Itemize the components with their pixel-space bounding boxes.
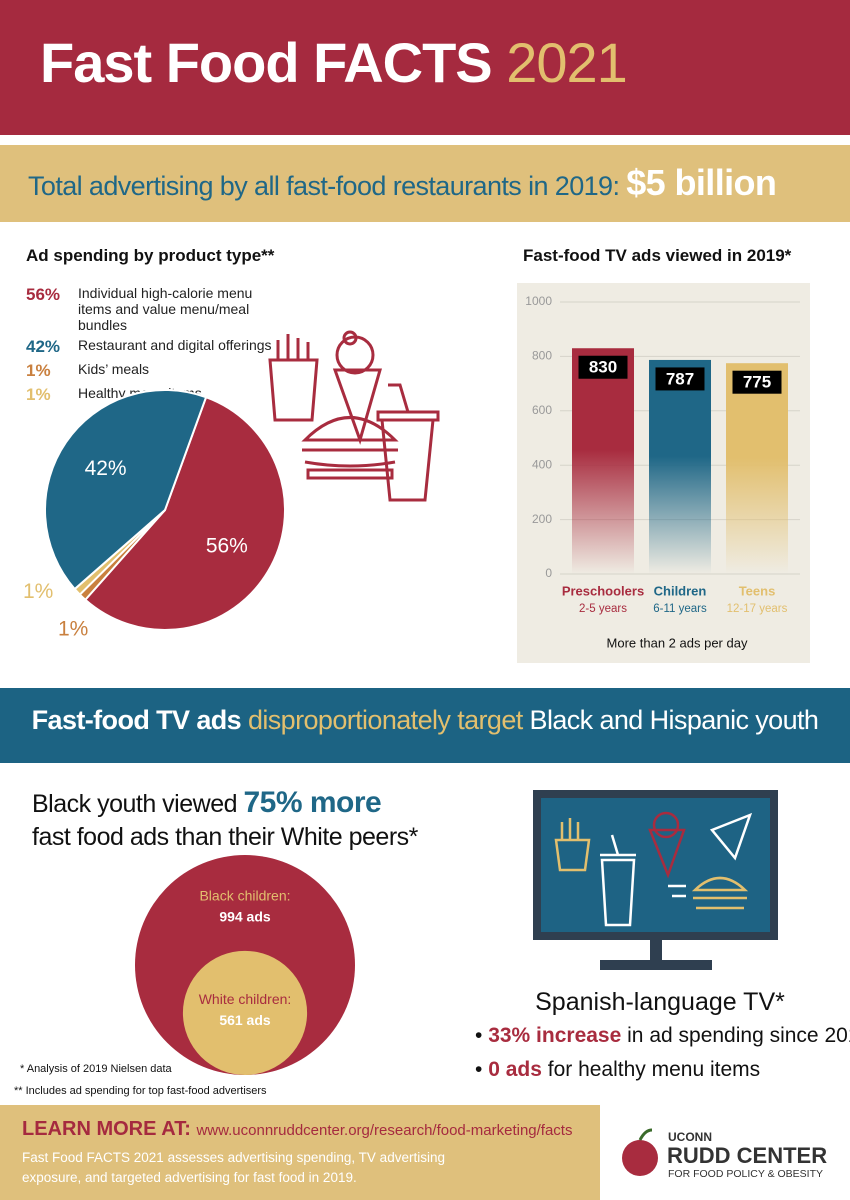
bubble-value: 561 ads <box>219 1012 271 1028</box>
legend-item: 56% Individual high-calorie menu items an… <box>26 285 288 333</box>
pie-title: Ad spending by product type** <box>26 246 275 265</box>
page-title: Fast Food FACTS 2021 <box>40 30 628 95</box>
pie-label: 56% <box>206 534 248 557</box>
bar <box>572 348 634 574</box>
value-box <box>575 352 631 382</box>
logo-uconn: UCONN <box>668 1130 712 1144</box>
bullet-highlight: 33% increase <box>488 1024 622 1047</box>
learn-label: LEARN MORE AT: <box>22 1118 191 1140</box>
value-label: 787 <box>666 369 694 388</box>
bar <box>649 359 711 574</box>
pie-legend: 56% Individual high-calorie menu items an… <box>26 285 288 409</box>
spanish-title: Spanish-language TV* <box>535 988 785 1016</box>
target-text: Fast-food TV ads disproportionately targ… <box>0 705 850 736</box>
value-label: 775 <box>743 373 771 392</box>
legend-label: Restaurant and digital offerings <box>78 337 272 353</box>
title-year: 2021 <box>506 31 628 94</box>
pie-label: 1% <box>58 618 88 641</box>
total-band <box>0 145 850 222</box>
total-amount: $5 billion <box>626 162 777 203</box>
black-headline: Black youth viewed 75% more fast food ads… <box>32 786 418 854</box>
footnote: * Analysis of 2019 Nielsen data <box>20 1063 172 1075</box>
target-b: disproportionately target <box>247 705 523 735</box>
bullet-text: in ad spending since 2012 <box>627 1024 850 1047</box>
learn-url: www.uconnruddcenter.org/research/food-ma… <box>196 1122 573 1139</box>
legend-label: Kids’ meals <box>78 361 150 377</box>
x-tick-sublabel: 12-17 years <box>727 603 788 615</box>
target-c: Black and Hispanic youth <box>529 705 819 735</box>
footer-description: Fast Food FACTS 2021 assesses advertisin… <box>22 1150 445 1185</box>
bubble-value: 994 ads <box>219 909 271 925</box>
legend-item: 42% Restaurant and digital offerings <box>26 337 288 357</box>
bar-title: Fast-food TV ads viewed in 2019* <box>523 246 792 265</box>
footer-band <box>0 1105 600 1200</box>
logo-sub: FOR FOOD POLICY & OBESITY <box>668 1168 824 1180</box>
x-tick-label: Children <box>654 583 707 598</box>
legend-item: 1% Kids’ meals <box>26 361 288 381</box>
pie-slice <box>44 389 208 591</box>
spanish-bullet: • 0 ads for healthy menu items <box>475 1058 761 1081</box>
logo-name: RUDD CENTER <box>667 1143 828 1168</box>
learn-more: LEARN MORE AT: www.uconnruddcenter.org/r… <box>22 1118 572 1141</box>
total-text: Total advertising by all fast-food resta… <box>28 162 777 204</box>
bubble-category: Black children: <box>199 888 290 904</box>
pie-label: 42% <box>85 457 127 480</box>
target-band <box>0 688 850 763</box>
value-box <box>652 364 708 394</box>
logo-apple <box>622 1140 658 1176</box>
x-tick-sublabel: 2-5 years <box>579 603 627 615</box>
legend-label: Individual high-calorie menu items and v… <box>78 285 253 333</box>
headline-highlight: 75% more <box>243 786 382 819</box>
bar-note: More than 2 ads per day <box>607 635 748 650</box>
tv-icon <box>533 790 778 970</box>
title-text: Fast Food FACTS <box>40 31 493 94</box>
y-tick-label: 400 <box>532 457 552 471</box>
value-label: 830 <box>589 358 617 377</box>
spanish-bullet: • 33% increase in ad spending since 2012 <box>475 1024 850 1048</box>
total-label: Total advertising by all fast-food resta… <box>28 171 620 201</box>
bullet-text: for healthy menu items <box>547 1058 761 1081</box>
target-a: Fast-food TV ads <box>31 705 242 735</box>
y-tick-label: 1000 <box>525 294 552 308</box>
bubble <box>182 950 308 1075</box>
legend-pct: 1% <box>26 361 51 380</box>
header-band <box>0 0 850 135</box>
y-tick-label: 800 <box>532 349 552 363</box>
legend-pct: 1% <box>26 385 51 404</box>
x-tick-label: Teens <box>739 583 776 598</box>
logo-leaf <box>638 1128 653 1141</box>
bubble-category: White children: <box>199 991 292 1007</box>
pie-slice <box>83 395 286 631</box>
y-tick-label: 0 <box>545 566 552 580</box>
bullet-highlight: 0 ads <box>488 1058 542 1081</box>
footnote: ** Includes ad spending for top fast-foo… <box>14 1085 267 1097</box>
value-box <box>729 367 785 397</box>
y-tick-label: 600 <box>532 403 552 417</box>
legend-pct: 56% <box>26 285 61 304</box>
food-icons <box>268 330 440 502</box>
pie-label: 1% <box>23 580 53 603</box>
headline-b: fast food ads than their White peers* <box>32 823 418 851</box>
headline-a: Black youth viewed <box>32 790 238 818</box>
x-tick-sublabel: 6-11 years <box>653 603 707 615</box>
y-tick-label: 200 <box>532 512 552 526</box>
legend-pct: 42% <box>26 337 61 356</box>
bar <box>726 363 788 574</box>
x-tick-label: Preschoolers <box>562 583 644 598</box>
